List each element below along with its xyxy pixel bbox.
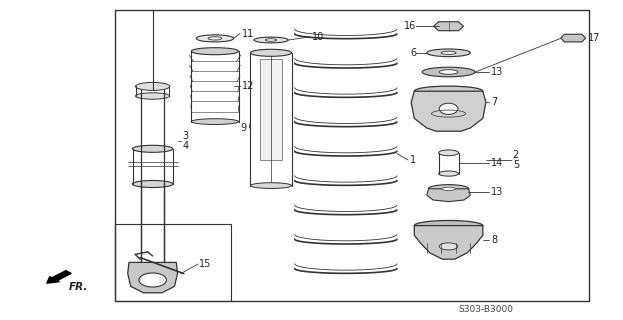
- Text: FR.: FR.: [69, 282, 88, 292]
- Ellipse shape: [439, 150, 459, 156]
- Text: 11: 11: [242, 28, 254, 39]
- Ellipse shape: [196, 35, 234, 42]
- Ellipse shape: [429, 185, 468, 193]
- Text: S303-B3000: S303-B3000: [459, 305, 513, 314]
- Text: 8: 8: [491, 235, 497, 245]
- Ellipse shape: [250, 183, 292, 188]
- Text: 6: 6: [410, 48, 416, 58]
- Ellipse shape: [132, 145, 173, 152]
- Polygon shape: [434, 22, 464, 31]
- Ellipse shape: [254, 37, 288, 43]
- Ellipse shape: [422, 67, 475, 77]
- Ellipse shape: [250, 49, 292, 56]
- Ellipse shape: [439, 171, 459, 176]
- Text: 14: 14: [491, 158, 503, 168]
- Ellipse shape: [441, 51, 456, 54]
- Polygon shape: [260, 59, 282, 160]
- Ellipse shape: [132, 180, 173, 188]
- Ellipse shape: [136, 82, 169, 90]
- Ellipse shape: [439, 243, 458, 250]
- Ellipse shape: [191, 119, 239, 124]
- Text: 4: 4: [183, 140, 189, 151]
- Text: 1: 1: [410, 155, 416, 165]
- Ellipse shape: [414, 86, 483, 96]
- Text: 17: 17: [587, 33, 600, 43]
- Ellipse shape: [439, 70, 458, 74]
- Polygon shape: [411, 91, 486, 131]
- Ellipse shape: [414, 220, 483, 231]
- Polygon shape: [414, 226, 483, 259]
- Text: 9: 9: [240, 123, 247, 133]
- Polygon shape: [128, 262, 178, 293]
- Text: 10: 10: [312, 32, 325, 42]
- Text: 5: 5: [513, 160, 519, 170]
- Ellipse shape: [427, 49, 470, 57]
- Text: 13: 13: [491, 67, 503, 77]
- FancyArrow shape: [47, 271, 71, 283]
- Ellipse shape: [136, 93, 169, 99]
- Ellipse shape: [442, 187, 455, 190]
- Text: 3: 3: [183, 131, 189, 141]
- Circle shape: [139, 273, 166, 287]
- Text: 12: 12: [242, 81, 254, 92]
- Text: 13: 13: [491, 187, 503, 197]
- Text: 16: 16: [404, 20, 416, 31]
- Text: 15: 15: [199, 259, 212, 269]
- Ellipse shape: [208, 37, 222, 40]
- Text: 7: 7: [491, 97, 497, 108]
- Text: 2: 2: [513, 150, 519, 160]
- Ellipse shape: [265, 39, 277, 41]
- Polygon shape: [427, 189, 470, 202]
- Polygon shape: [561, 34, 586, 42]
- Ellipse shape: [439, 103, 458, 114]
- Ellipse shape: [191, 48, 239, 55]
